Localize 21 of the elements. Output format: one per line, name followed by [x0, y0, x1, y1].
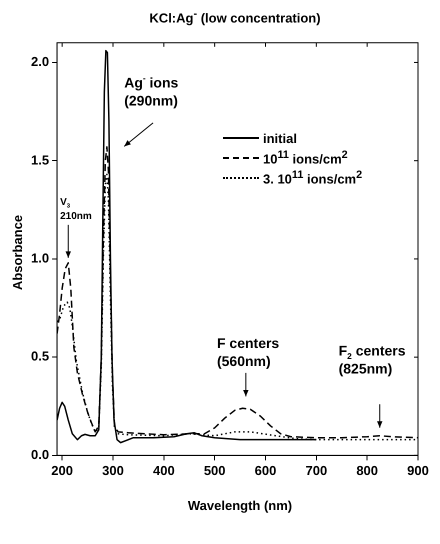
- chart-title: KCl:Ag$^{-}$ (low concentration): [148, 8, 322, 28]
- x-tick-label: 600: [254, 462, 276, 478]
- x-tick-label: 400: [152, 462, 175, 478]
- y-axis-title: Absorbance: [10, 214, 26, 290]
- legend-label: 10$^{11}$ ions/cm$^{2}$: [263, 149, 348, 167]
- x-axis-title: Wavelength (nm): [186, 498, 294, 513]
- y-tick-label: 0.0: [30, 446, 50, 462]
- legend-label: initial: [263, 130, 297, 146]
- y-tick-label: 1.5: [30, 152, 50, 168]
- y-tick-label: 1.0: [30, 250, 50, 266]
- x-tick-label: 300: [102, 462, 124, 478]
- annotation: Ag- ions (290nm): [124, 73, 179, 108]
- y-tick-label: 0.5: [30, 348, 50, 364]
- x-tick-label: 500: [204, 462, 226, 478]
- x-tick-label: 900: [407, 462, 429, 478]
- x-tick-label: 800: [356, 462, 378, 478]
- x-tick-label: 700: [305, 462, 328, 478]
- legend-label: 3. 10$^{11}$ ions/cm$^{2}$: [263, 169, 362, 187]
- y-tick-label: 2.0: [30, 54, 50, 70]
- annotation: F centers (560nm): [216, 335, 280, 370]
- x-tick-label: 200: [51, 462, 74, 478]
